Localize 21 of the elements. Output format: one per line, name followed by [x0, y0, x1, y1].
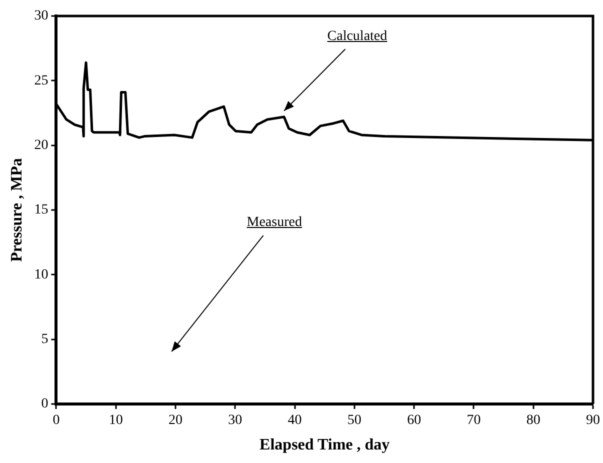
x-axis-title: Elapsed Time , day [260, 436, 390, 454]
x-tick-label: 10 [108, 413, 123, 428]
x-tick-label: 20 [168, 413, 182, 428]
text: Calculated [327, 29, 388, 46]
x-tick-label: 60 [407, 413, 422, 428]
y-tick-label: 10 [34, 267, 48, 282]
y-tick-label: 30 [34, 8, 48, 24]
y-tick-label: 20 [34, 138, 48, 154]
y-tick-label: 25 [34, 73, 48, 88]
x-tick-label: 90 [586, 413, 600, 428]
x-tick-label: 40 [288, 413, 302, 428]
y-tick-label: 15 [34, 202, 48, 218]
y-tick-label: 0 [41, 396, 48, 412]
annotation: Measured [246, 215, 302, 232]
x-tick-label: 0 [52, 413, 60, 428]
x-tick-label: 50 [347, 413, 362, 428]
y-axis-title: Pressure , MPa [8, 158, 26, 262]
x-tick-label: 30 [228, 413, 242, 428]
x-tick-label: 70 [466, 413, 481, 428]
x-tick-label: 80 [526, 413, 540, 428]
y-tick-label: 5 [41, 332, 48, 348]
